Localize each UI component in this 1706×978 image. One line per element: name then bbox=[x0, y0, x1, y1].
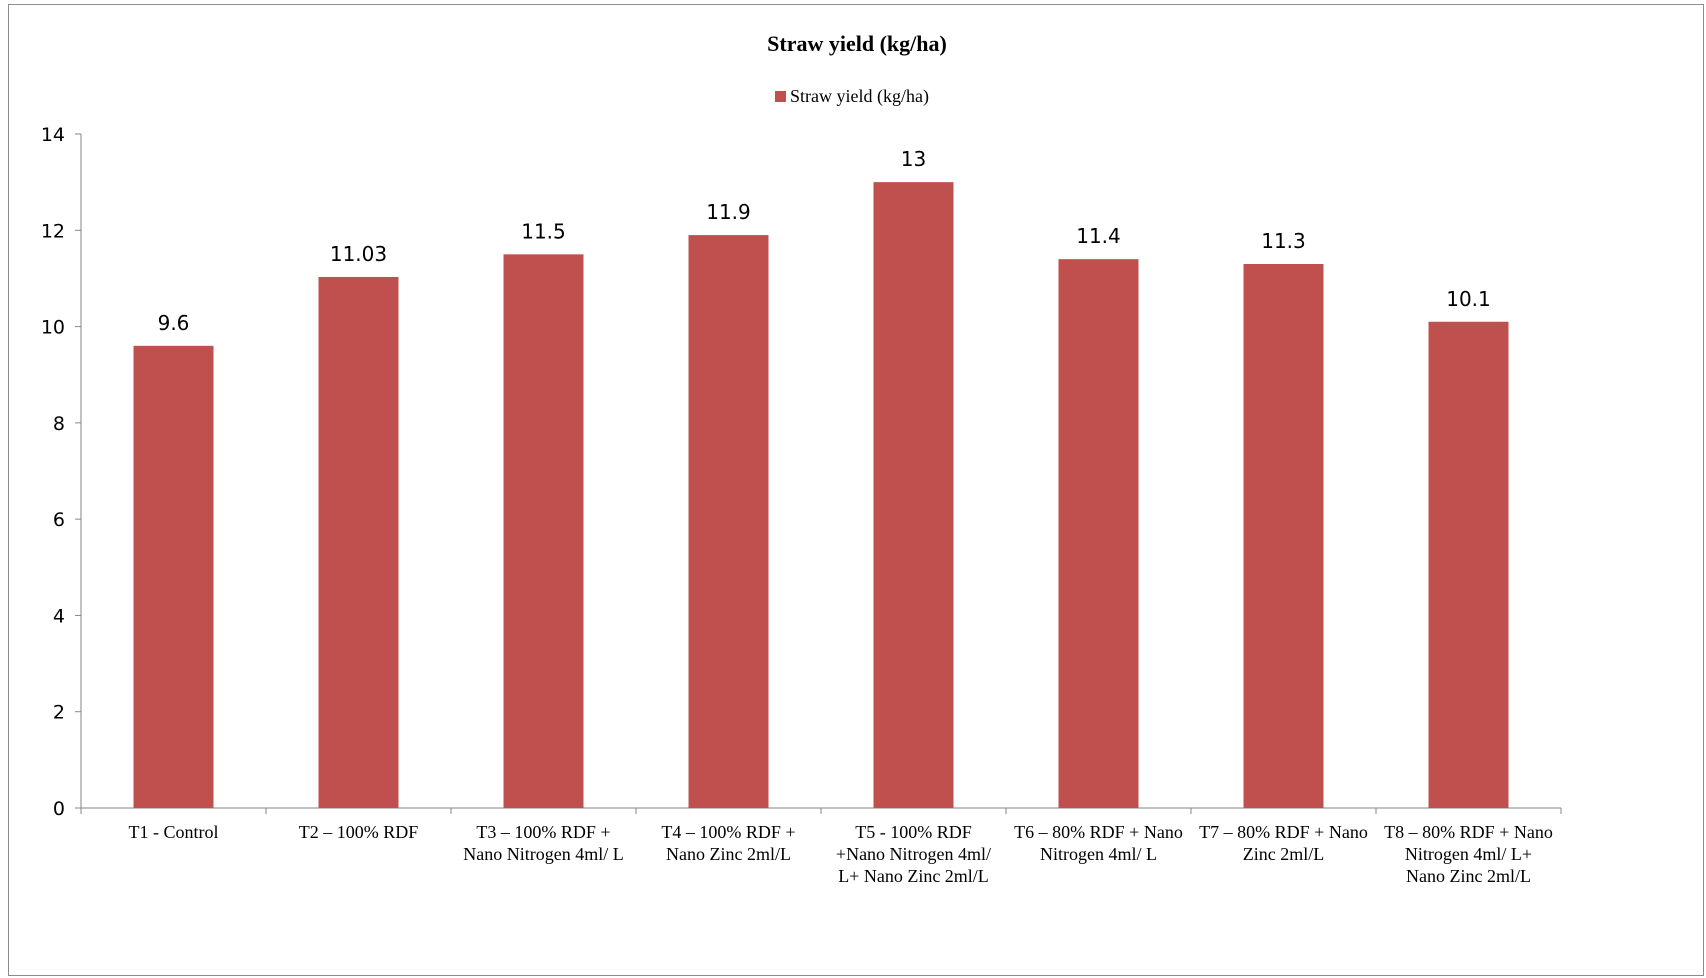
bar bbox=[133, 345, 214, 808]
y-tick-label: 0 bbox=[53, 798, 65, 820]
data-label: 11.9 bbox=[706, 200, 751, 224]
x-tick-label-line: T4 – 100% RDF + bbox=[661, 822, 795, 842]
data-label: 11.3 bbox=[1261, 229, 1306, 253]
x-tick-label-line: T6 – 80% RDF + Nano bbox=[1014, 822, 1183, 842]
bar bbox=[318, 276, 399, 809]
legend-label: Straw yield (kg/ha) bbox=[790, 86, 929, 107]
plot-area: 0 2 4 6 8 10 12 14 9.6 T1 - Control 11.03 T2 – 100%… bbox=[41, 124, 1562, 886]
data-label: 10.1 bbox=[1446, 287, 1491, 311]
x-tick-label-line: T2 – 100% RDF bbox=[299, 822, 419, 842]
x-tick-label: T4 – 100% RDF + Nano Zinc 2ml/L bbox=[661, 822, 795, 864]
x-tick-label-line: Nitrogen 4ml/ L bbox=[1040, 844, 1157, 864]
x-tick-label: T1 - Control bbox=[129, 822, 219, 842]
data-label: 11.4 bbox=[1076, 224, 1121, 248]
legend-swatch bbox=[775, 91, 786, 102]
x-tick-label-line: T1 - Control bbox=[129, 822, 219, 842]
bar bbox=[873, 182, 954, 809]
y-tick-label: 12 bbox=[41, 220, 65, 242]
x-tick-label: T5 - 100% RDF +Nano Nitrogen 4ml/L+ Nano … bbox=[836, 822, 991, 886]
x-tick-label: T2 – 100% RDF bbox=[299, 822, 419, 842]
data-label: 11.03 bbox=[330, 242, 387, 266]
y-tick-label: 8 bbox=[53, 413, 65, 435]
x-tick-label-line: T3 – 100% RDF + bbox=[476, 822, 610, 842]
data-label: 11.5 bbox=[521, 219, 566, 243]
chart-frame: Straw yield (kg/ha) Straw yield (kg/ha) … bbox=[8, 4, 1704, 976]
y-tick-label: 10 bbox=[41, 317, 65, 339]
bar bbox=[1428, 321, 1509, 808]
y-tick-label: 6 bbox=[53, 509, 65, 531]
bar-chart: Straw yield (kg/ha) Straw yield (kg/ha) … bbox=[41, 31, 1562, 886]
x-tick-label-line: +Nano Nitrogen 4ml/ bbox=[836, 844, 991, 864]
x-tick-label-line: T8 – 80% RDF + Nano bbox=[1384, 822, 1553, 842]
data-label: 9.6 bbox=[158, 311, 190, 335]
x-tick-label-line: Nitrogen 4ml/ L+ bbox=[1405, 844, 1532, 864]
x-tick-label: T8 – 80% RDF + Nano Nitrogen 4ml/ L+ Nano … bbox=[1384, 822, 1553, 886]
bar bbox=[503, 254, 584, 808]
chart-title: Straw yield (kg/ha) bbox=[767, 31, 947, 56]
y-tick-label: 2 bbox=[53, 702, 65, 724]
x-tick-label-line: L+ Nano Zinc 2ml/L bbox=[838, 866, 989, 886]
x-tick-label: T6 – 80% RDF + Nano Nitrogen 4ml/ L bbox=[1014, 822, 1183, 864]
data-label: 13 bbox=[901, 147, 926, 171]
x-tick-label: T7 – 80% RDF + Nano Zinc 2ml/L bbox=[1199, 822, 1368, 864]
x-tick-label-line: T5 - 100% RDF bbox=[855, 822, 972, 842]
legend: Straw yield (kg/ha) bbox=[775, 86, 929, 107]
bar bbox=[1058, 259, 1139, 808]
x-tick-label-line: Nano Nitrogen 4ml/ L bbox=[463, 844, 623, 864]
x-tick-label-line: Nano Zinc 2ml/L bbox=[1406, 866, 1531, 886]
x-tick-label-line: Nano Zinc 2ml/L bbox=[666, 844, 791, 864]
bar bbox=[688, 235, 769, 809]
y-tick-label: 14 bbox=[41, 124, 65, 146]
bar bbox=[1243, 263, 1324, 808]
x-tick-label: T3 – 100% RDF + Nano Nitrogen 4ml/ L bbox=[463, 822, 623, 864]
x-tick-label-line: T7 – 80% RDF + Nano bbox=[1199, 822, 1368, 842]
x-tick-label-line: Zinc 2ml/L bbox=[1243, 844, 1324, 864]
y-tick-label: 4 bbox=[53, 605, 65, 627]
